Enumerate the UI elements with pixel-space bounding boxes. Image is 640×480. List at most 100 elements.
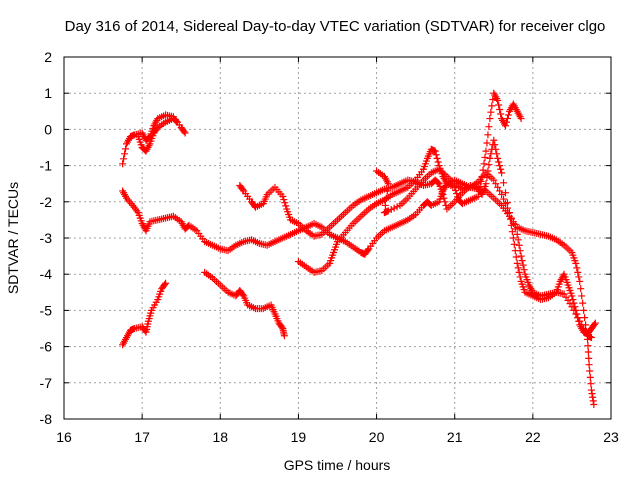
data-point [578, 321, 586, 329]
plot-frame [63, 56, 612, 420]
data-point [582, 328, 590, 336]
data-point [180, 128, 188, 136]
data-point [575, 273, 583, 281]
y-tick-label: -2 [40, 194, 53, 210]
data-point [591, 319, 599, 327]
data-point [482, 147, 490, 155]
data-point [141, 327, 149, 335]
data-point [280, 332, 288, 340]
chart-title: Day 316 of 2014, Sidereal Day-to-day VTE… [65, 18, 606, 35]
data-point [483, 139, 491, 147]
data-point [580, 306, 588, 314]
data-point [514, 264, 522, 272]
data-point [126, 198, 134, 206]
data-point [475, 187, 483, 195]
data-point [568, 303, 576, 311]
x-tick-label: 19 [291, 429, 307, 445]
y-tick-label: -7 [40, 375, 53, 391]
data-point [503, 115, 511, 123]
data-point [485, 161, 493, 169]
data-point [492, 180, 500, 188]
data-point [278, 323, 286, 331]
axis-ticks: 16 17 18 19 20 21 22 23 -8 -7 -6 -5 -4 -3 -2 -1 0 1 2 [40, 49, 619, 445]
data-point [495, 101, 503, 109]
y-tick-label: -3 [40, 230, 53, 246]
data-point [497, 110, 505, 118]
x-tick-label: 21 [447, 429, 463, 445]
data-point [382, 194, 390, 202]
data-point [434, 158, 442, 166]
data-point [480, 160, 488, 168]
data-point [577, 285, 585, 293]
data-point [585, 361, 593, 369]
y-tick-label: 2 [44, 49, 52, 65]
data-point [513, 259, 521, 267]
data-point [452, 186, 460, 194]
x-axis-label: GPS time / hours [284, 457, 391, 473]
y-tick-label: -5 [40, 302, 53, 318]
data-point [500, 179, 508, 187]
data-point [506, 215, 514, 223]
data-point [581, 314, 589, 322]
series-track-8 [373, 165, 595, 342]
data-point [476, 182, 484, 190]
data-point [383, 187, 391, 195]
data-points [119, 89, 599, 409]
data-point [509, 220, 517, 228]
data-point [516, 273, 524, 281]
y-tick-label: -1 [40, 158, 53, 174]
data-point [384, 180, 392, 188]
data-point [502, 200, 510, 208]
data-point [586, 373, 594, 381]
data-point [519, 261, 527, 269]
data-point [498, 191, 506, 199]
data-point [509, 234, 517, 242]
data-point [485, 123, 493, 131]
y-tick-label: -8 [40, 411, 53, 427]
series-track-4 [119, 279, 170, 349]
data-point [512, 253, 520, 261]
data-point [486, 154, 494, 162]
data-point [122, 145, 130, 153]
data-point [172, 117, 180, 125]
data-point [431, 147, 439, 155]
data-point [579, 299, 587, 307]
data-point [520, 266, 528, 274]
data-point [518, 257, 526, 265]
y-tick-label: -4 [40, 266, 53, 282]
data-point [576, 277, 584, 285]
data-point [487, 108, 495, 116]
data-point [173, 118, 181, 126]
x-tick-label: 18 [212, 429, 228, 445]
data-point [490, 136, 498, 144]
data-point [493, 150, 501, 158]
y-tick-label: 1 [44, 85, 52, 101]
data-point [486, 115, 494, 123]
data-point [504, 111, 512, 119]
data-point [120, 155, 128, 163]
data-point [590, 401, 598, 409]
data-point [381, 201, 389, 209]
data-point [568, 292, 576, 300]
y-tick-label: 0 [44, 121, 52, 137]
data-point [498, 169, 506, 177]
data-point [514, 236, 522, 244]
data-point [496, 162, 504, 170]
data-point [584, 348, 592, 356]
data-point [440, 194, 448, 202]
data-point [492, 145, 500, 153]
data-point [484, 131, 492, 139]
data-point [162, 279, 170, 287]
data-point [517, 115, 525, 123]
data-point [517, 252, 525, 260]
x-tick-label: 16 [56, 429, 72, 445]
data-point [586, 367, 594, 375]
data-point [282, 202, 290, 210]
data-point [587, 380, 595, 388]
data-point [576, 317, 584, 325]
y-axis-label: SDTVAR / TECUs [5, 182, 21, 294]
data-point [239, 186, 247, 194]
data-point [482, 180, 490, 188]
data-point [491, 141, 499, 149]
